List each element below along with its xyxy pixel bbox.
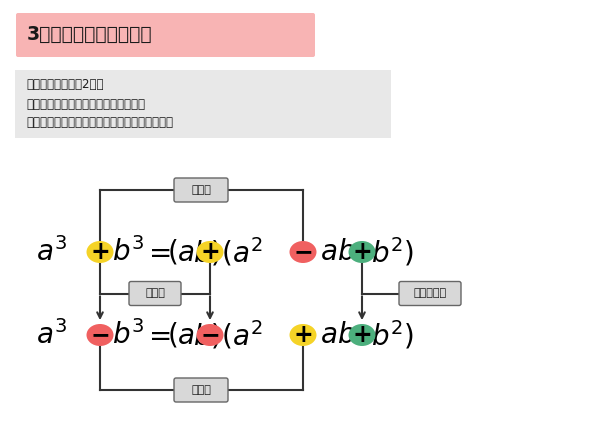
Text: $(a$: $(a$ [167, 237, 195, 267]
Text: 異符号: 異符号 [191, 385, 211, 395]
FancyBboxPatch shape [129, 282, 181, 306]
Text: $b^3$: $b^3$ [112, 237, 145, 267]
Text: $a^3$: $a^3$ [37, 320, 68, 350]
Ellipse shape [197, 324, 223, 346]
Text: （１）共通因数があればくくり出す。: （１）共通因数があればくくり出す。 [26, 98, 145, 111]
Text: 異符号: 異符号 [191, 185, 211, 195]
FancyBboxPatch shape [174, 178, 228, 202]
FancyBboxPatch shape [174, 378, 228, 402]
Text: −: − [90, 323, 110, 347]
Text: $b)(a^2$: $b)(a^2$ [193, 318, 263, 351]
Text: （２）展開の公式を逆に用いて積の形にする。: （２）展開の公式を逆に用いて積の形にする。 [26, 117, 173, 129]
Ellipse shape [290, 241, 317, 263]
Text: $b^2)$: $b^2)$ [371, 318, 415, 351]
Text: $(a$: $(a$ [167, 321, 195, 349]
Text: $b^2)$: $b^2)$ [371, 236, 415, 268]
Text: +: + [90, 240, 110, 264]
Ellipse shape [86, 324, 113, 346]
Text: $=$: $=$ [143, 238, 171, 266]
Text: +: + [200, 240, 220, 264]
Text: 同符号: 同符号 [145, 288, 165, 298]
FancyBboxPatch shape [399, 282, 461, 306]
Text: $=$: $=$ [143, 321, 171, 349]
Text: $ab$: $ab$ [320, 238, 356, 266]
Text: 必ずプラス: 必ずプラス [413, 288, 446, 298]
Text: −: − [293, 240, 313, 264]
Text: 3次式の因数分解の公式: 3次式の因数分解の公式 [27, 25, 152, 44]
Ellipse shape [349, 241, 376, 263]
Text: $ab$: $ab$ [320, 321, 356, 349]
Text: +: + [352, 323, 372, 347]
Ellipse shape [86, 241, 113, 263]
Ellipse shape [197, 241, 223, 263]
Text: −: − [200, 323, 220, 347]
Text: +: + [293, 323, 313, 347]
Ellipse shape [349, 324, 376, 346]
FancyBboxPatch shape [16, 13, 315, 57]
Text: 因数分解の手順は2つ。: 因数分解の手順は2つ。 [26, 78, 104, 92]
Ellipse shape [290, 324, 317, 346]
Text: +: + [352, 240, 372, 264]
Text: $b)(a^2$: $b)(a^2$ [193, 236, 263, 268]
Text: $a^3$: $a^3$ [37, 237, 68, 267]
FancyBboxPatch shape [15, 70, 391, 138]
Text: $b^3$: $b^3$ [112, 320, 145, 350]
